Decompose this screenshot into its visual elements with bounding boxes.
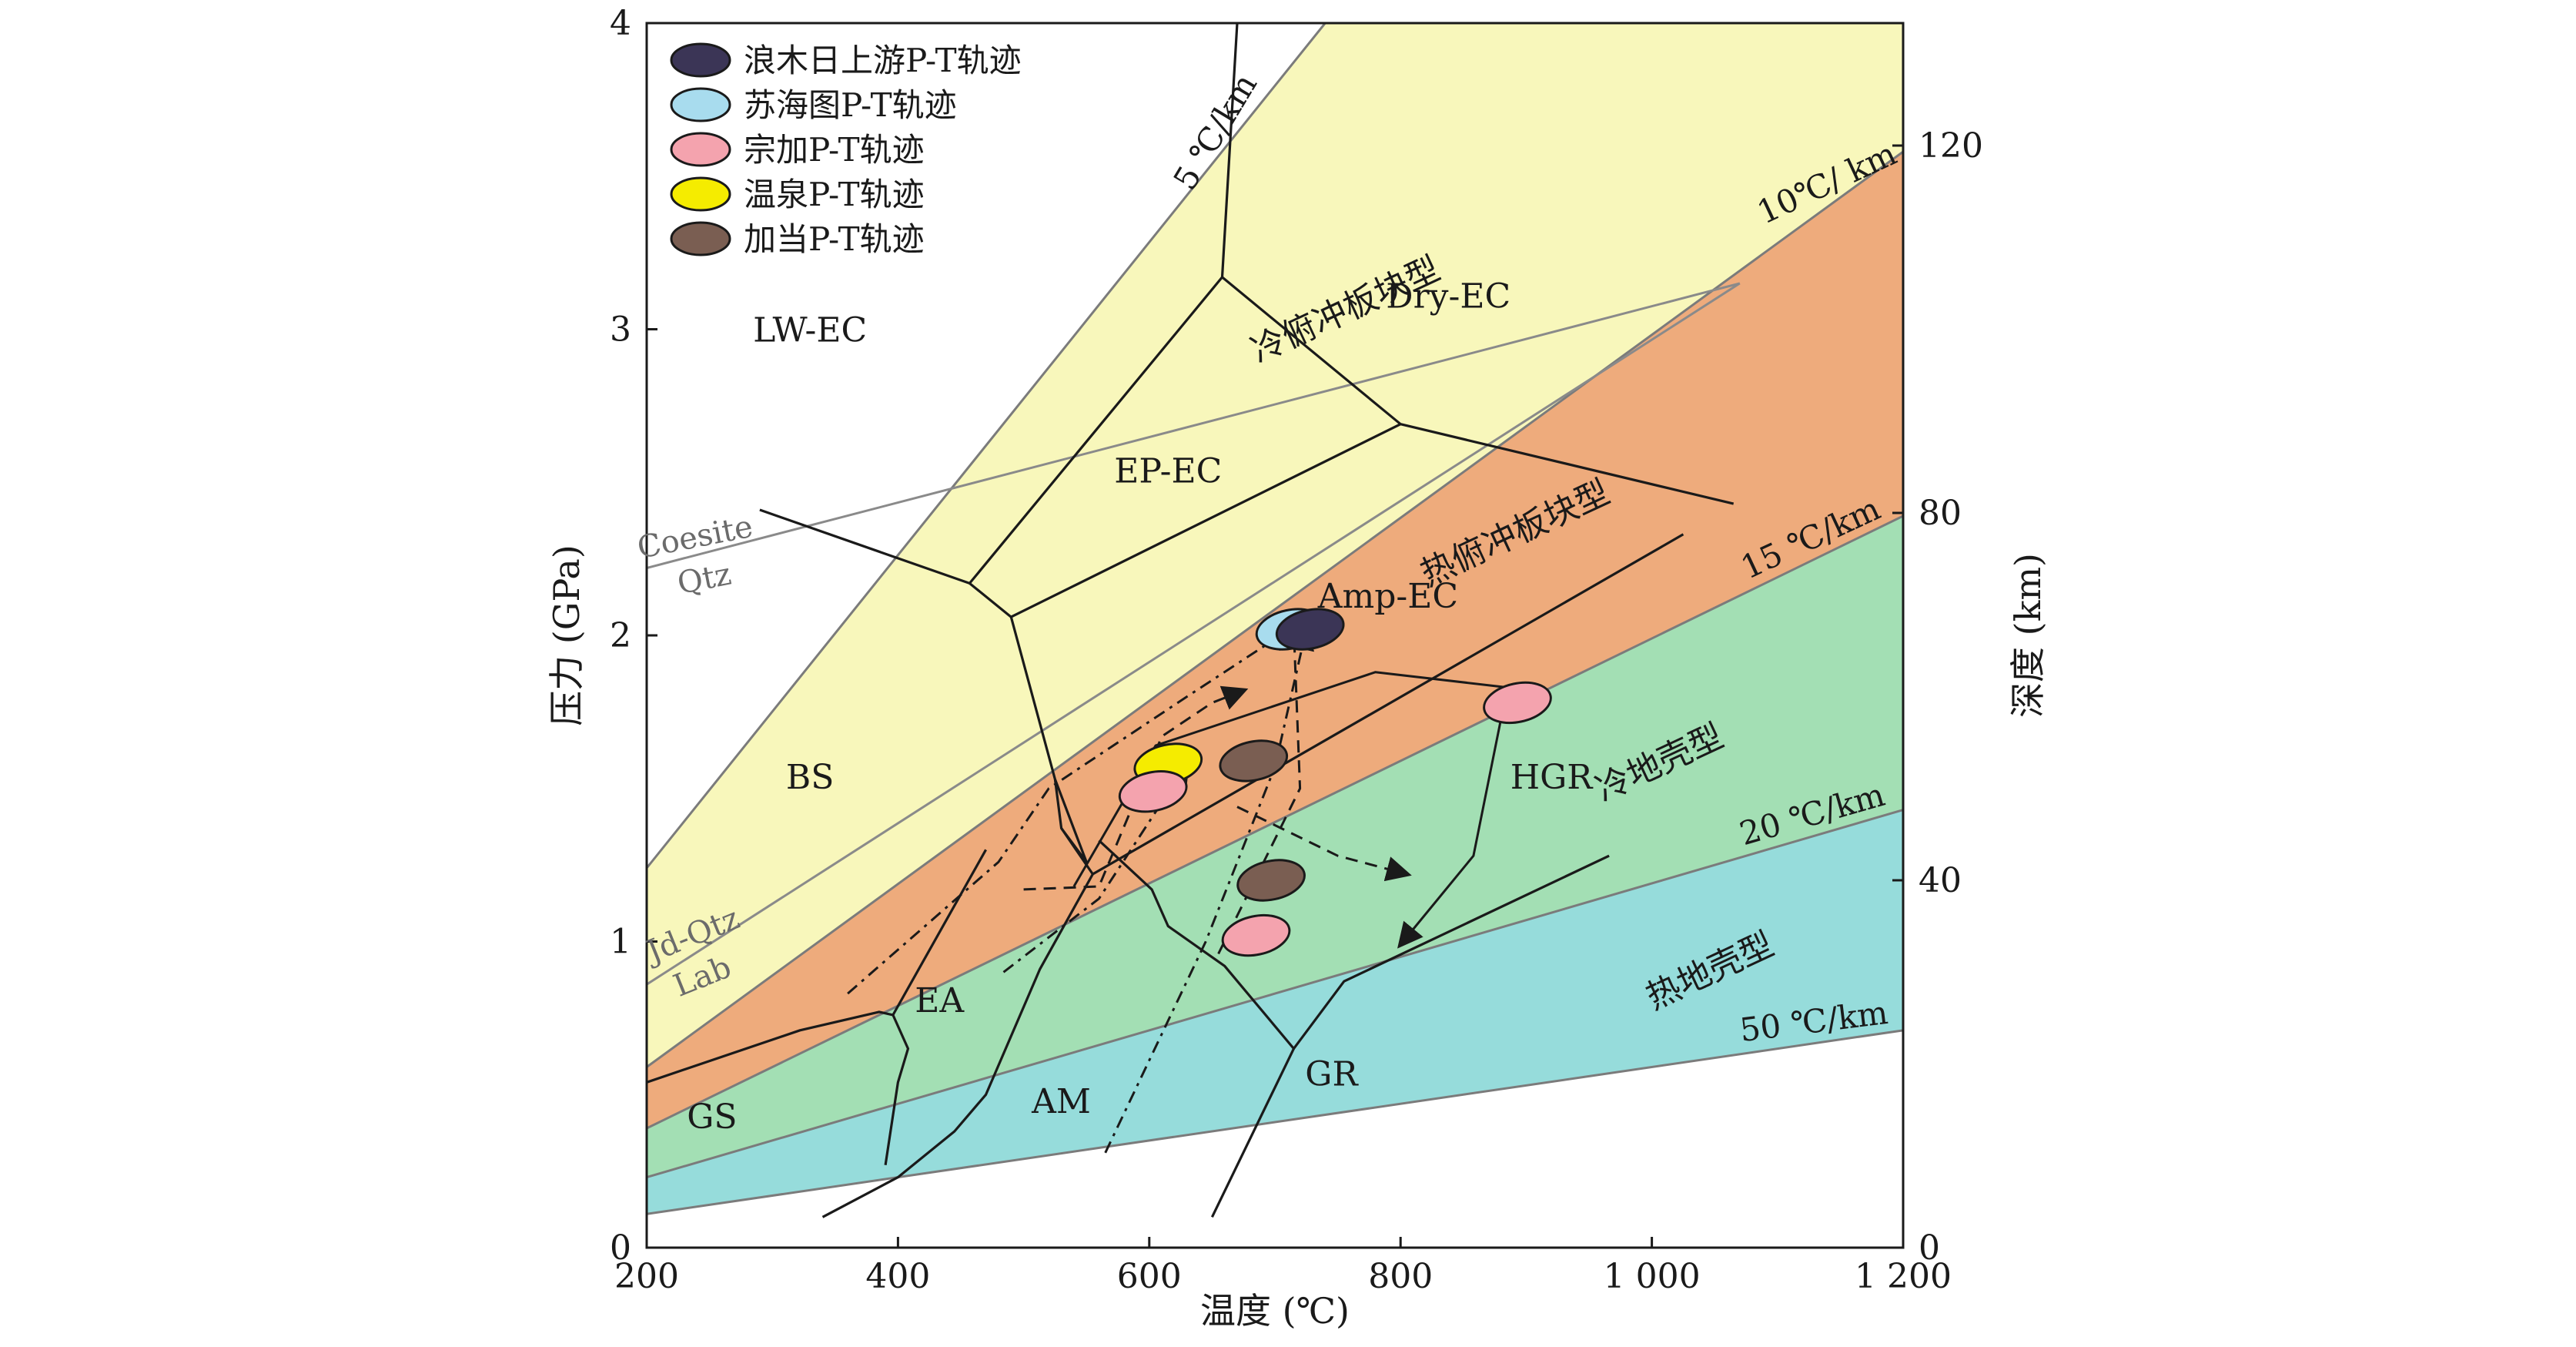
reaction-line-1 [647,282,1741,569]
right-tick-label-0: 0 [1919,1228,1940,1268]
geothermal-gradient-lines [647,23,1903,1215]
facies-label-3: Amp-EC [1317,577,1458,616]
y-axis-title: 压力 (GPa) [546,544,587,726]
zone-3 [647,516,1903,1178]
pt-path-1 [1023,685,1249,891]
y-tick-label-1: 1 [610,923,631,962]
facies-boundary-1 [1220,23,1735,505]
facies-label-2: EP-EC [1114,451,1222,491]
y-tick-label-2: 2 [610,616,631,655]
zone-1 [647,23,1903,1067]
y-tick-label-3: 3 [610,310,631,350]
x-tick-label-2: 600 [1117,1257,1182,1296]
facies-boundaries [647,23,1735,1218]
y-tick-label-0: 0 [610,1228,631,1268]
pt-point-8 [1221,913,1291,957]
pt-point-7 [1236,859,1306,902]
reaction-line-2 [647,282,1741,986]
legend-label-2: 宗加P-T轨迹 [744,131,925,169]
x-tick-label-4: 1 000 [1604,1257,1701,1296]
facies-boundary-6 [647,849,987,1084]
facies-label-1: Dry-EC [1386,277,1510,317]
facies-boundary-9 [1098,839,1610,1050]
x-tick-label-3: 800 [1368,1257,1433,1296]
right-tick-label-3: 120 [1919,126,1983,166]
y-tick-label-4: 4 [610,4,631,43]
facies-label-5: HGR [1510,758,1594,797]
reaction-label-lower-0: Qtz [674,557,734,602]
x-tick-label-1: 400 [865,1257,930,1296]
legend-swatch-3 [670,176,731,212]
reaction-label-upper-0: Coesite [634,509,755,566]
facies-label-4: BS [786,758,834,797]
pt-point-5 [1118,770,1188,813]
facies-label-7: AM [1031,1082,1091,1121]
facies-label-9: GS [687,1097,737,1137]
x-tick-label-5: 1 200 [1855,1257,1952,1296]
pt-path-4 [1217,624,1308,955]
gradient-line-2 [647,150,1903,1068]
pt-path-3 [847,626,1295,995]
x-tick-label-0: 200 [614,1257,679,1296]
legend-swatch-4 [670,221,731,256]
gradient-line-3 [647,514,1903,1130]
pt-points [1118,608,1552,957]
pt-path-2 [1104,624,1315,1154]
legend-label-0: 浪木日上游P-T轨迹 [744,42,1022,79]
reaction-lines [647,282,1741,986]
right-tick-label-2: 80 [1919,494,1962,533]
gradient-line-5 [647,1029,1903,1215]
facies-label-0: LW-EC [753,310,867,350]
facies-label-6: EA [915,981,965,1020]
gradient-line-4 [647,809,1903,1179]
gradient-line-1 [647,23,1326,870]
legend-label-3: 温泉P-T轨迹 [744,176,925,213]
zone-4 [647,809,1903,1215]
legend-label-4: 加当P-T轨迹 [744,220,925,258]
pt-point-3 [1483,681,1552,725]
pt-point-2 [1275,608,1345,651]
facies-label-8: GR [1305,1054,1359,1094]
facies-boundary-5 [1053,779,1088,863]
facies-boundary-7 [884,1014,910,1165]
facies-boundary-8 [821,873,1094,1218]
right-axis-title: 深度 (km) [2007,553,2049,718]
legend-swatch-2 [670,132,731,167]
x-axis-title: 温度 (℃) [1200,1290,1350,1332]
pt-path-6 [1236,806,1412,882]
legend-swatch-1 [670,87,731,122]
facies-boundary-10 [1210,1047,1295,1218]
legend-label-1: 苏海图P-T轨迹 [744,86,957,124]
right-tick-label-1: 40 [1919,861,1962,900]
pt-point-6 [1219,739,1289,782]
legend-swatch-0 [670,42,731,78]
